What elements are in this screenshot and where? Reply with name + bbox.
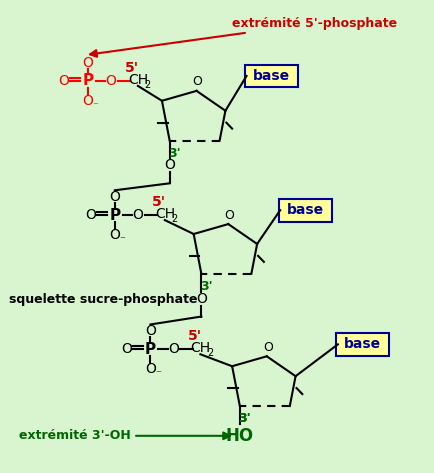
Text: 2: 2: [207, 348, 213, 359]
Text: O: O: [145, 362, 155, 376]
Text: O: O: [121, 342, 132, 356]
FancyBboxPatch shape: [244, 64, 297, 88]
Text: O: O: [192, 75, 202, 88]
Text: O: O: [262, 341, 272, 354]
Text: 3': 3': [199, 280, 212, 293]
Text: 3': 3': [238, 412, 250, 425]
Text: O: O: [145, 324, 155, 339]
Text: O: O: [82, 56, 93, 70]
Text: O: O: [132, 208, 143, 222]
Text: O: O: [85, 208, 96, 222]
Text: O: O: [58, 74, 69, 88]
Text: 5': 5': [187, 329, 201, 343]
Text: squelette sucre-phosphate: squelette sucre-phosphate: [9, 293, 197, 306]
Text: ⁻: ⁻: [119, 235, 125, 245]
Text: extrémité 5'-phosphate: extrémité 5'-phosphate: [90, 17, 396, 57]
Text: O: O: [164, 158, 174, 173]
Text: O: O: [82, 94, 93, 108]
Text: P: P: [145, 342, 156, 357]
Text: CH: CH: [155, 207, 174, 221]
Text: P: P: [109, 208, 120, 223]
Text: O: O: [109, 228, 120, 242]
Text: 2: 2: [144, 80, 150, 90]
Text: 5': 5': [125, 61, 139, 75]
Text: 3': 3': [238, 412, 250, 425]
Text: 5': 5': [151, 195, 166, 209]
Text: CH: CH: [190, 342, 210, 355]
FancyBboxPatch shape: [278, 199, 331, 221]
Text: P: P: [82, 73, 93, 88]
Text: CH: CH: [128, 73, 148, 87]
Text: O: O: [224, 209, 233, 222]
Text: 3': 3': [168, 147, 181, 160]
Text: ⁻: ⁻: [92, 101, 99, 111]
Text: ⁻: ⁻: [155, 369, 161, 379]
Text: HO: HO: [225, 427, 253, 445]
Text: base: base: [344, 337, 381, 351]
Text: O: O: [109, 190, 120, 204]
Text: extrémité 3'-OH: extrémité 3'-OH: [19, 429, 230, 442]
Text: O: O: [105, 74, 116, 88]
Text: base: base: [253, 69, 289, 83]
Text: base: base: [286, 203, 323, 217]
Text: O: O: [168, 342, 178, 356]
Text: O: O: [195, 292, 206, 306]
FancyBboxPatch shape: [335, 333, 388, 356]
Text: 2: 2: [171, 214, 177, 224]
